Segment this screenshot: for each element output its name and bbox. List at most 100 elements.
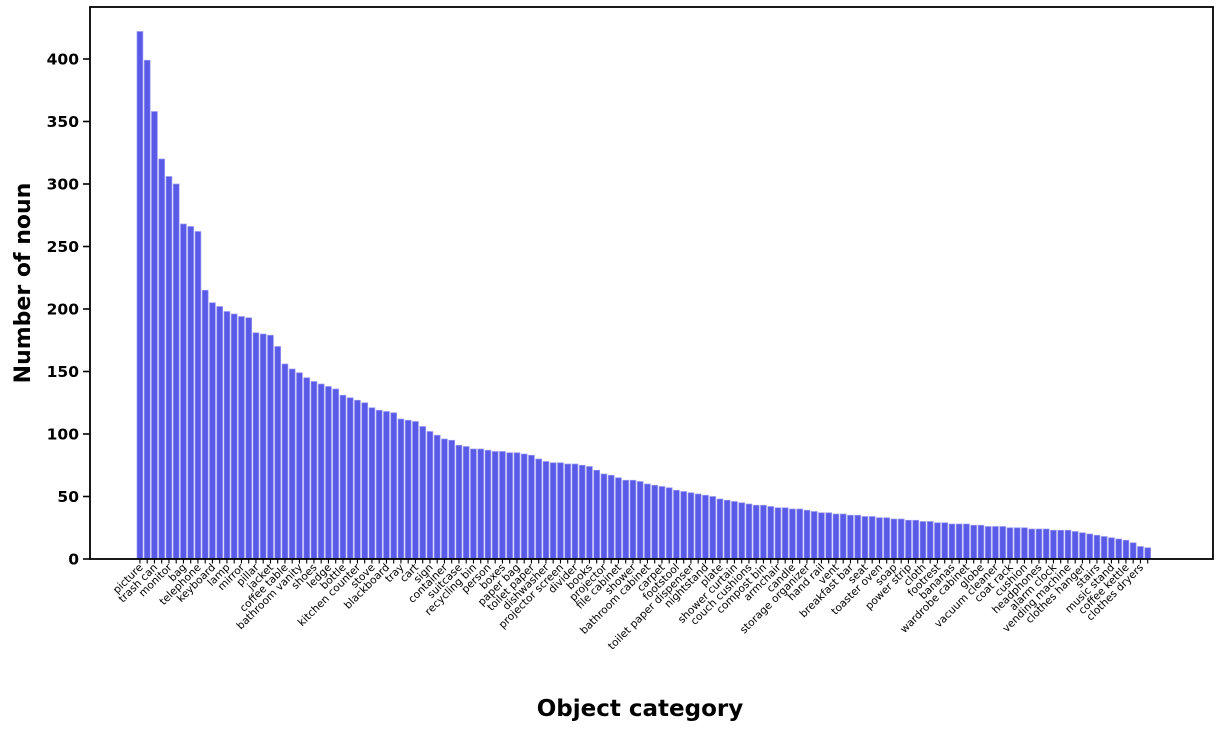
bar	[1100, 536, 1108, 560]
bar	[796, 508, 804, 560]
bar	[296, 372, 303, 560]
bar	[1137, 546, 1144, 560]
bar	[723, 499, 731, 560]
bar	[354, 399, 361, 560]
bar	[622, 479, 630, 560]
bar	[165, 176, 173, 560]
y-tick-label: 50	[57, 488, 79, 506]
bar	[383, 411, 390, 560]
bar	[310, 381, 318, 560]
bar	[303, 377, 311, 560]
bar	[317, 383, 325, 560]
x-axis-title: Object category	[537, 696, 743, 722]
bar	[578, 464, 586, 560]
bar	[390, 412, 398, 560]
bar	[520, 453, 528, 560]
bar	[897, 518, 905, 560]
bar	[680, 491, 688, 560]
bar	[810, 511, 818, 560]
bar	[1006, 527, 1014, 560]
bar	[709, 496, 717, 560]
bar	[368, 407, 376, 560]
bar	[847, 514, 854, 560]
bar	[1071, 531, 1079, 560]
bar	[774, 507, 782, 560]
bar	[375, 409, 383, 560]
bar	[455, 444, 463, 560]
bar	[934, 522, 941, 560]
bar	[187, 226, 195, 560]
bar	[629, 479, 637, 560]
bar	[752, 504, 760, 560]
bar	[1093, 534, 1101, 560]
bar	[651, 484, 659, 560]
bar	[549, 462, 557, 560]
y-tick-label: 350	[47, 113, 80, 131]
bar	[839, 513, 847, 560]
bar	[484, 449, 492, 560]
bar	[731, 501, 738, 560]
bar	[412, 421, 419, 560]
bar	[441, 438, 448, 560]
bar	[448, 439, 456, 560]
bar	[868, 516, 876, 560]
bar	[281, 363, 289, 560]
bar	[919, 521, 927, 560]
bar	[404, 419, 412, 560]
bar	[883, 517, 891, 560]
bar	[1064, 529, 1072, 560]
bar	[789, 508, 796, 560]
bar	[984, 526, 992, 560]
bar	[825, 512, 833, 560]
bar	[346, 397, 354, 560]
bar	[948, 523, 956, 560]
bar	[419, 426, 427, 560]
bar	[854, 514, 862, 560]
bar	[143, 59, 151, 560]
bar	[361, 402, 369, 560]
bar	[716, 498, 724, 560]
y-tick-label: 250	[47, 238, 80, 256]
bar	[1028, 528, 1036, 560]
bar	[992, 526, 999, 560]
bar	[223, 311, 231, 560]
bar	[397, 418, 405, 560]
bar	[615, 477, 622, 560]
bar	[876, 517, 883, 560]
y-axis-title: Number of noun	[11, 183, 36, 384]
bar	[1013, 527, 1021, 560]
bar	[426, 431, 434, 560]
bar	[636, 481, 644, 560]
bar	[687, 492, 695, 560]
bar	[673, 489, 680, 560]
bar	[1086, 533, 1094, 560]
bar	[905, 519, 912, 560]
bar	[1144, 547, 1152, 560]
bar	[999, 526, 1007, 560]
bar	[274, 346, 282, 560]
bar	[194, 231, 202, 560]
bar	[963, 523, 970, 560]
bar	[803, 509, 811, 560]
bar	[542, 461, 550, 560]
bar	[230, 313, 238, 560]
bar	[586, 466, 593, 560]
bar	[1035, 528, 1043, 560]
bar	[760, 504, 767, 560]
bar	[238, 316, 245, 560]
y-tick-label: 100	[47, 426, 80, 444]
bar	[151, 111, 158, 560]
bar	[665, 487, 673, 560]
y-tick-label: 200	[47, 301, 80, 319]
bar	[1021, 527, 1028, 560]
bar	[332, 388, 340, 560]
bar	[433, 434, 441, 560]
bar	[158, 158, 166, 560]
bar	[600, 473, 608, 560]
bar	[781, 507, 789, 560]
bar	[136, 31, 144, 560]
